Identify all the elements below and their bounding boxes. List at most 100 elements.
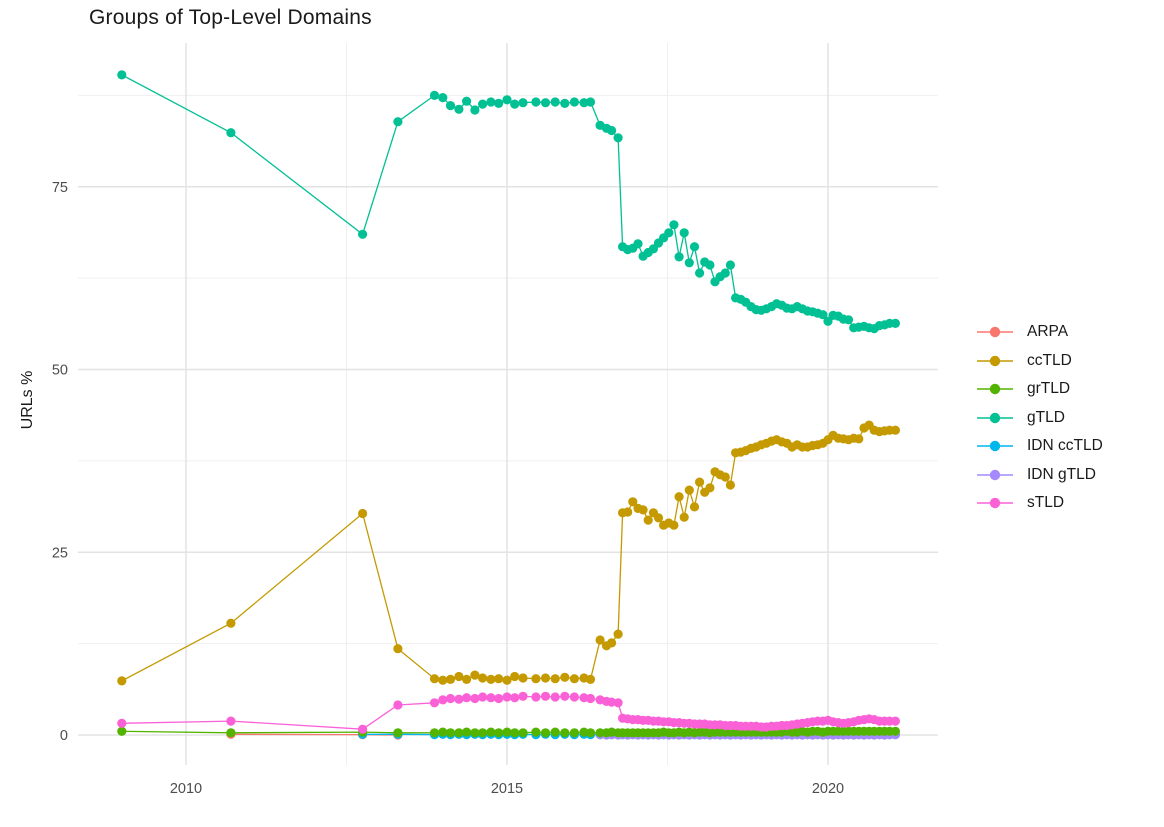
data-point — [393, 700, 403, 710]
data-point — [560, 691, 570, 701]
legend-item-idn-gtld: IDN gTLD — [976, 461, 1103, 490]
series-grtld — [117, 726, 901, 738]
data-point — [607, 638, 617, 648]
data-point — [531, 674, 541, 684]
data-point — [429, 90, 440, 100]
data-point — [358, 229, 368, 239]
data-point — [669, 520, 679, 530]
data-point — [393, 644, 403, 654]
data-point — [854, 434, 864, 444]
data-point — [560, 98, 570, 108]
legend-marker-icon — [977, 327, 1013, 338]
gridlines-minor — [78, 43, 938, 765]
gridlines-major — [78, 43, 938, 765]
data-point — [674, 252, 684, 262]
data-point — [445, 674, 456, 685]
x-tick-label: 2010 — [170, 781, 202, 797]
legend-marker-icon — [977, 498, 1013, 509]
legend-label: IDN gTLD — [1027, 465, 1096, 483]
data-point — [890, 425, 901, 435]
legend-item-cctld: ccTLD — [976, 347, 1103, 376]
data-point — [117, 70, 127, 80]
data-point — [502, 692, 512, 702]
legend-label: IDN ccTLD — [1027, 437, 1103, 455]
data-point — [226, 128, 236, 138]
data-point — [486, 97, 496, 107]
series-gtld — [117, 70, 901, 334]
data-point — [679, 512, 689, 522]
data-point — [470, 728, 480, 738]
data-point — [486, 674, 496, 685]
data-point — [623, 507, 633, 517]
data-point — [595, 728, 605, 738]
data-point — [117, 726, 127, 736]
data-point — [478, 99, 488, 109]
data-point — [585, 728, 596, 738]
data-point — [695, 268, 705, 278]
data-point — [429, 698, 440, 708]
data-point — [494, 728, 504, 738]
data-point — [720, 472, 730, 482]
legend-marker-icon — [977, 412, 1013, 423]
data-point — [438, 695, 448, 705]
data-point — [518, 728, 528, 738]
data-point — [486, 727, 496, 737]
data-point — [725, 480, 736, 490]
data-point — [454, 671, 464, 682]
legend-item-idn-cctld: IDN ccTLD — [976, 432, 1103, 461]
legend-label: grTLD — [1027, 380, 1071, 398]
data-point — [569, 728, 580, 738]
data-point — [502, 95, 512, 105]
data-point — [531, 97, 541, 107]
data-point — [613, 133, 623, 143]
data-point — [470, 670, 480, 680]
data-point — [510, 671, 520, 682]
data-point — [695, 477, 705, 487]
data-point — [550, 727, 560, 737]
data-point — [569, 97, 580, 107]
data-point — [653, 513, 664, 523]
legend-marker-icon — [977, 384, 1013, 395]
data-point — [705, 260, 715, 270]
data-point — [689, 242, 700, 252]
data-point — [226, 618, 236, 628]
data-point — [429, 728, 440, 738]
data-point — [585, 97, 596, 107]
data-point — [117, 718, 127, 728]
data-point — [679, 228, 689, 238]
data-point — [664, 228, 674, 238]
data-point — [117, 676, 127, 686]
legend-label: gTLD — [1027, 408, 1065, 426]
data-point — [518, 98, 528, 108]
legend-item-grtld: grTLD — [976, 375, 1103, 404]
data-point — [510, 728, 520, 738]
legend-label: sTLD — [1027, 494, 1065, 512]
data-point — [445, 101, 456, 111]
y-axis-labels: 0 25 50 75 — [52, 180, 68, 744]
data-point — [462, 727, 472, 737]
data-point — [445, 728, 456, 738]
x-axis-labels: 2010 2015 2020 — [170, 781, 844, 797]
data-point — [462, 693, 472, 703]
data-point — [393, 728, 403, 738]
legend-marker-icon — [977, 441, 1013, 452]
data-point — [638, 505, 648, 515]
data-point — [486, 693, 496, 703]
data-point — [358, 724, 368, 734]
series-cctld — [117, 420, 901, 686]
legend-marker-icon — [977, 469, 1013, 480]
series-line-gtld — [121, 74, 896, 330]
data-point — [613, 629, 623, 639]
data-point — [494, 693, 504, 704]
data-point — [445, 693, 456, 704]
data-point — [643, 515, 653, 525]
data-point — [510, 693, 520, 703]
data-point — [705, 483, 715, 493]
legend-marker-icon — [977, 355, 1013, 366]
data-point — [478, 692, 488, 702]
data-point — [429, 674, 440, 684]
data-point — [454, 694, 464, 704]
data-point — [510, 99, 520, 109]
legend-item-stld: sTLD — [976, 489, 1103, 518]
